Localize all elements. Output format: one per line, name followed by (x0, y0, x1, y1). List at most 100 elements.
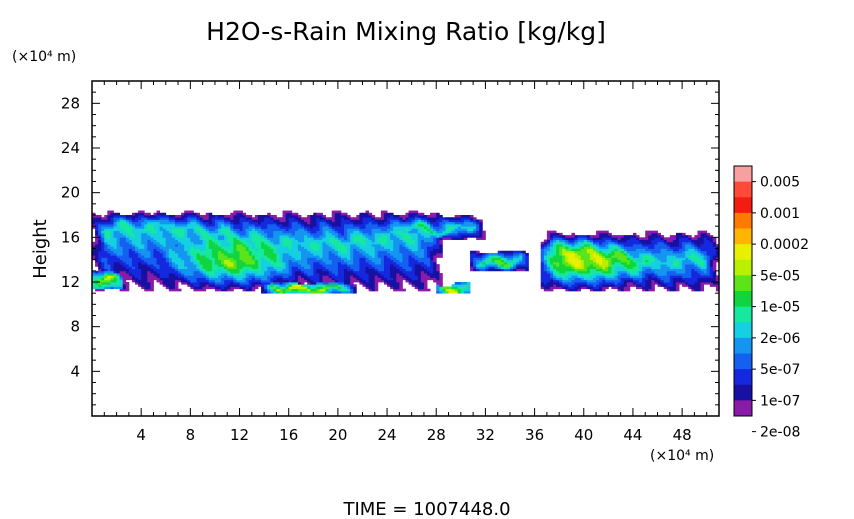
heatmap-cell (282, 261, 287, 265)
heatmap-cell (325, 228, 330, 232)
heatmap-cell (350, 235, 354, 238)
heatmap-cell (122, 259, 127, 263)
heatmap-cell (104, 223, 108, 227)
heatmap-cell (399, 261, 403, 265)
heatmap-cell (636, 255, 640, 258)
heatmap-cell (568, 264, 572, 267)
heatmap-cell (264, 275, 268, 278)
heatmap-cell (233, 212, 237, 216)
heatmap-cell (543, 259, 548, 263)
heatmap-cell (171, 241, 176, 245)
heatmap-cell (214, 257, 219, 261)
heatmap-cell (565, 261, 569, 265)
heatmap-cell (405, 215, 409, 218)
heatmap-cell (153, 275, 157, 278)
heatmap-cell (224, 232, 228, 236)
heatmap-cell (549, 277, 554, 281)
heatmap-cell (390, 275, 394, 278)
heatmap-cell (540, 255, 545, 258)
heatmap-cell (322, 221, 326, 225)
heatmap-cell (174, 237, 179, 240)
heatmap-cell (371, 223, 376, 227)
heatmap-cell (328, 264, 333, 267)
heatmap-cell (362, 248, 366, 252)
heatmap-cell (451, 235, 456, 238)
heatmap-cell (393, 228, 397, 232)
heatmap-cell (196, 235, 200, 238)
heatmap-cell (116, 270, 121, 274)
heatmap-cell (205, 241, 210, 245)
heatmap-cell (420, 250, 425, 254)
heatmap-cell (488, 252, 492, 256)
heatmap-cell (605, 259, 609, 263)
heatmap-cell (629, 235, 634, 238)
heatmap-cell (301, 284, 305, 287)
heatmap-cell (340, 219, 345, 223)
heatmap-cell (494, 261, 499, 265)
heatmap-cell (168, 277, 173, 281)
heatmap-cell (171, 226, 176, 229)
heatmap-cell (626, 246, 631, 249)
heatmap-cell (291, 270, 296, 274)
heatmap-cell (393, 279, 397, 283)
heatmap-cell (322, 255, 326, 258)
heatmap-cell (356, 221, 360, 225)
heatmap-cell (230, 226, 234, 229)
heatmap-cell (494, 268, 499, 272)
heatmap-cell (608, 250, 612, 254)
heatmap-cell (556, 284, 560, 287)
heatmap-cell (543, 284, 548, 287)
heatmap-cell (451, 232, 456, 236)
heatmap-cell (98, 221, 102, 225)
heatmap-cell (313, 277, 317, 281)
heatmap-cell (596, 246, 600, 249)
heatmap-cell (577, 259, 582, 263)
heatmap-cell (347, 244, 351, 247)
heatmap-cell (620, 248, 625, 252)
heatmap-cell (331, 230, 336, 234)
heatmap-cell (402, 241, 406, 245)
heatmap-cell (436, 235, 440, 238)
heatmap-cell (571, 252, 575, 256)
heatmap-cell (399, 244, 403, 247)
heatmap-cell (304, 252, 308, 256)
heatmap-cell (254, 228, 259, 232)
heatmap-cell (436, 215, 440, 218)
heatmap-cell (291, 244, 296, 247)
heatmap-cell (159, 248, 164, 252)
heatmap-cell (98, 223, 102, 227)
heatmap-cell (205, 250, 210, 254)
heatmap-cell (390, 226, 394, 229)
heatmap-cell (405, 257, 409, 261)
heatmap-cell (423, 239, 428, 243)
heatmap-cell (264, 290, 268, 294)
heatmap-cell (380, 226, 385, 229)
heatmap-cell (162, 239, 167, 243)
heatmap-cell (211, 232, 216, 236)
heatmap-cell (150, 250, 154, 254)
heatmap-cell (119, 221, 124, 225)
heatmap-cell (193, 288, 197, 292)
heatmap-cell (273, 252, 277, 256)
heatmap-cell (543, 266, 548, 269)
heatmap-cell (95, 255, 99, 258)
heatmap-cell (230, 219, 234, 223)
heatmap-cell (402, 273, 406, 276)
heatmap-cell (301, 237, 305, 240)
heatmap-cell (301, 244, 305, 247)
heatmap-cell (359, 279, 363, 283)
heatmap-cell (344, 219, 348, 223)
heatmap-cell (414, 266, 419, 269)
heatmap-cell (190, 270, 194, 274)
heatmap-cell (168, 217, 173, 220)
heatmap-cell (583, 257, 588, 261)
heatmap-cell (313, 255, 317, 258)
heatmap-cell (365, 279, 370, 283)
heatmap-cell (553, 246, 557, 249)
heatmap-cell (383, 264, 388, 267)
heatmap-cell (156, 257, 161, 261)
heatmap-cell (254, 277, 259, 281)
heatmap-cell (153, 215, 157, 218)
heatmap-cell (427, 237, 431, 240)
heatmap-cell (276, 270, 280, 274)
